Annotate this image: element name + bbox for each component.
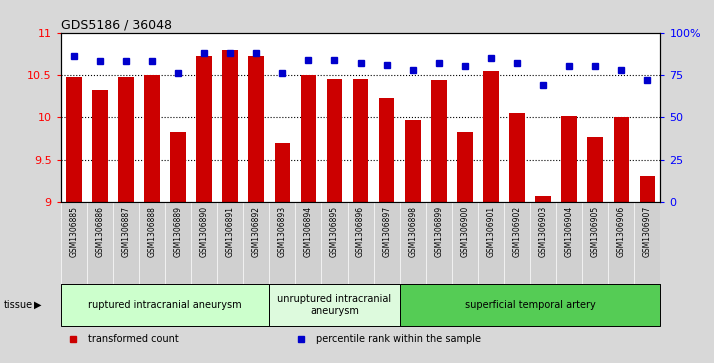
Text: GSM1306896: GSM1306896	[356, 206, 365, 257]
Bar	[118, 77, 134, 202]
Bar	[400, 285, 660, 326]
Bar	[561, 115, 577, 202]
Text: GSM1306888: GSM1306888	[148, 206, 156, 257]
Text: tissue: tissue	[4, 300, 33, 310]
Text: GSM1306886: GSM1306886	[95, 206, 104, 257]
Text: GSM1306897: GSM1306897	[382, 206, 391, 257]
Bar	[509, 113, 525, 202]
Text: GSM1306904: GSM1306904	[565, 206, 573, 257]
Text: superficial temporal artery: superficial temporal artery	[465, 300, 595, 310]
Bar	[144, 75, 160, 202]
Text: GDS5186 / 36048: GDS5186 / 36048	[61, 19, 171, 32]
Text: GSM1306893: GSM1306893	[278, 206, 287, 257]
Text: GSM1306902: GSM1306902	[513, 206, 521, 257]
Bar	[269, 285, 400, 326]
Text: GSM1306900: GSM1306900	[461, 206, 469, 257]
Bar	[274, 143, 290, 202]
Bar	[196, 56, 212, 202]
Bar	[353, 79, 368, 202]
Bar	[66, 77, 81, 202]
Bar	[536, 196, 551, 202]
Bar	[640, 176, 655, 202]
Bar	[483, 71, 499, 202]
Text: GSM1306898: GSM1306898	[408, 206, 417, 257]
Bar	[613, 117, 629, 202]
Text: GSM1306892: GSM1306892	[252, 206, 261, 257]
Bar	[248, 56, 264, 202]
Text: ▶: ▶	[34, 300, 42, 310]
Text: ruptured intracranial aneurysm: ruptured intracranial aneurysm	[89, 300, 242, 310]
Text: GSM1306885: GSM1306885	[69, 206, 79, 257]
Text: GSM1306899: GSM1306899	[434, 206, 443, 257]
Bar	[588, 137, 603, 202]
Bar	[431, 80, 447, 202]
Bar	[457, 132, 473, 202]
Text: GSM1306895: GSM1306895	[330, 206, 339, 257]
Text: transformed count: transformed count	[88, 334, 178, 344]
Bar	[301, 75, 316, 202]
Text: GSM1306891: GSM1306891	[226, 206, 235, 257]
Bar	[379, 98, 394, 202]
Text: GSM1306907: GSM1306907	[643, 206, 652, 257]
Text: unruptured intracranial
aneurysm: unruptured intracranial aneurysm	[278, 294, 391, 316]
Text: GSM1306894: GSM1306894	[304, 206, 313, 257]
Bar	[61, 285, 269, 326]
Bar	[222, 50, 238, 202]
Text: GSM1306887: GSM1306887	[121, 206, 131, 257]
Text: GSM1306906: GSM1306906	[617, 206, 626, 257]
Bar	[92, 90, 108, 202]
Text: GSM1306890: GSM1306890	[200, 206, 208, 257]
Text: GSM1306903: GSM1306903	[538, 206, 548, 257]
Text: GSM1306901: GSM1306901	[486, 206, 496, 257]
Bar	[170, 132, 186, 202]
Text: GSM1306889: GSM1306889	[174, 206, 183, 257]
Bar	[405, 120, 421, 202]
Text: GSM1306905: GSM1306905	[590, 206, 600, 257]
Text: percentile rank within the sample: percentile rank within the sample	[316, 334, 481, 344]
Bar	[327, 79, 342, 202]
